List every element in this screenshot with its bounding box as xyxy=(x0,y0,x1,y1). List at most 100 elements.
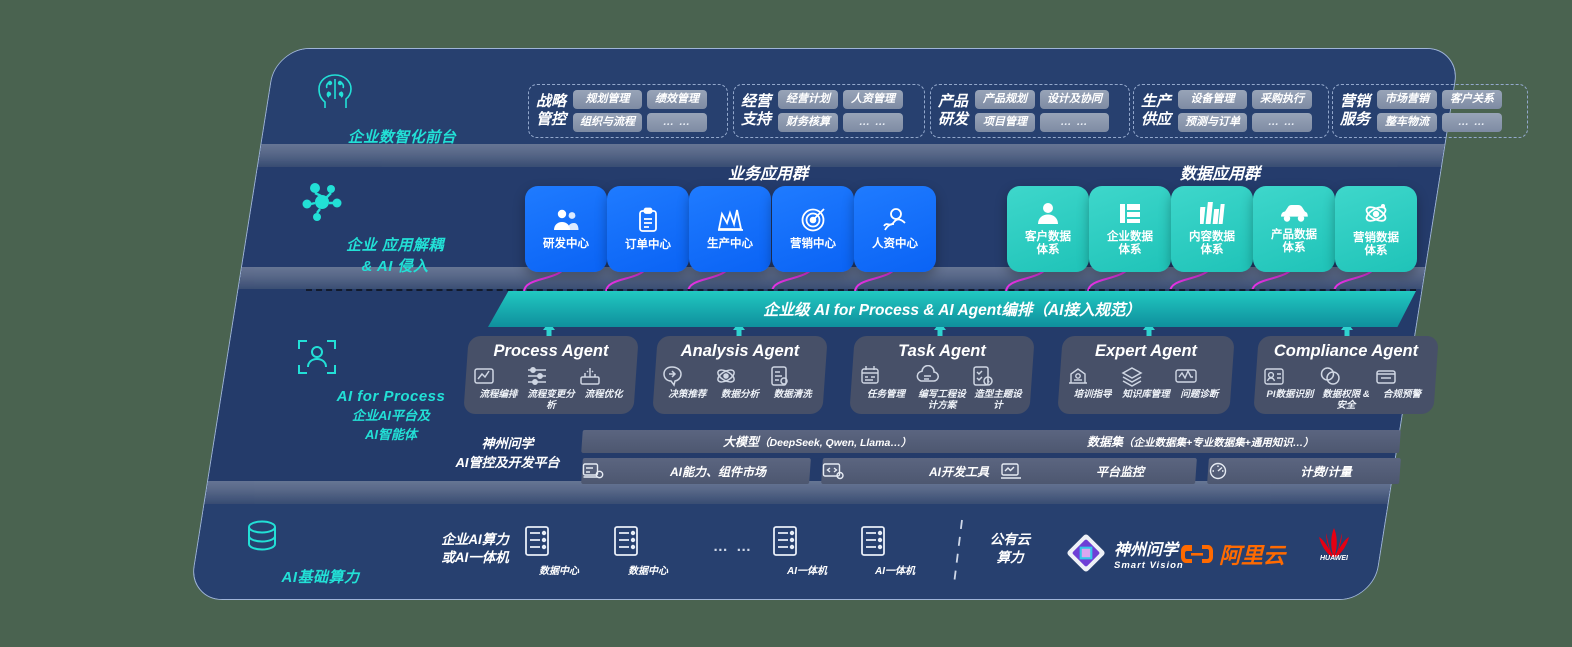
layer-label-decouple-line1: 企业 应用解耦 xyxy=(346,237,444,254)
domain-chip-more[interactable]: … … xyxy=(1040,113,1110,132)
infra-public-cloud: 公有云 算力 xyxy=(965,531,1055,567)
app-card-hr[interactable]: 人资中心 xyxy=(854,186,936,272)
domain-chip[interactable]: 整车物流 xyxy=(1377,113,1438,132)
agent-item-label: 数据清洗 xyxy=(773,389,812,400)
layers-icon xyxy=(1120,365,1173,387)
agent-item-label: 造型主题设计 xyxy=(974,389,1022,411)
platform-name-line1: 神州问学 xyxy=(481,436,534,451)
data-card-enterprise[interactable]: 企业数据 体系 xyxy=(1089,186,1171,272)
layer-label-infra-text: AI基础算力 xyxy=(281,569,360,586)
app-card-order[interactable]: 订单中心 xyxy=(607,186,689,272)
data-card-label2: 体系 xyxy=(1364,244,1388,257)
platform-dataset-sub: （企业数据集+专业数据集+通用知识…） xyxy=(1122,437,1314,449)
domain-chip[interactable]: 人资管理 xyxy=(843,90,904,109)
ai-platform-row: 神州问学 AI管控及开发平台 大模型（DeepSeek, Qwen, Llama… xyxy=(440,428,1401,490)
data-card-product[interactable]: 产品数据 体系 xyxy=(1253,186,1335,272)
person-scan-icon xyxy=(296,336,486,378)
platform-bar-monitor[interactable]: 平台监控 xyxy=(999,458,1197,484)
vendor-sub: Smart Vision xyxy=(1114,559,1184,571)
platform-bar-capability[interactable]: AI能力、组件市场 xyxy=(581,458,811,484)
domain-chip[interactable]: 预测与订单 xyxy=(1178,113,1248,132)
diagnose-icon xyxy=(1173,365,1226,387)
domain-chip[interactable]: 客户关系 xyxy=(1442,90,1503,109)
building-icon xyxy=(1118,201,1142,225)
domain-title: 营销 服务 xyxy=(1340,93,1371,128)
infra-divider xyxy=(953,519,963,585)
infra-node-datacenter-1: 数据中心 xyxy=(522,525,596,577)
app-card-marketing[interactable]: 营销中心 xyxy=(772,186,854,272)
user-icon xyxy=(1036,201,1060,225)
flow-chart-icon xyxy=(472,365,524,387)
domain-chip[interactable]: 项目管理 xyxy=(975,113,1036,132)
platform-capability-label: AI能力、组件市场 xyxy=(669,464,766,479)
app-card-label: 营销中心 xyxy=(790,238,836,250)
decision-icon xyxy=(661,365,713,387)
atom-icon xyxy=(1364,201,1389,226)
agent-item-label: 数据分析 xyxy=(720,389,759,400)
data-card-label1: 企业数据 xyxy=(1107,231,1153,243)
platform-bar-model[interactable]: 大模型（DeepSeek, Qwen, Llama…） xyxy=(581,430,1053,453)
clean-data-icon xyxy=(767,365,819,387)
domain-chip[interactable]: 组织与流程 xyxy=(573,113,643,132)
domain-chip-more[interactable]: … … xyxy=(1442,113,1503,132)
agent-card-process[interactable]: Process Agent 流程编排 流程变更分析 流程优化 xyxy=(463,336,639,414)
app-card-label: 生产中心 xyxy=(707,238,753,250)
platform-bar-dataset[interactable]: 数据集（企业数据集+专业数据集+通用知识…） xyxy=(999,430,1401,453)
domain-chip-more[interactable]: … … xyxy=(1252,113,1313,132)
infra-public-cloud-line1: 公有云 xyxy=(989,532,1031,547)
business-group-title: 业务应用群 xyxy=(728,166,809,183)
domain-chip[interactable]: 绩效管理 xyxy=(647,90,708,109)
domain-group-product-rd: 产品 研发 产品规划 设计及协同 项目管理 … … xyxy=(930,84,1130,138)
layer-label-aiprocess-line3: AI智能体 xyxy=(364,427,417,442)
agent-item-label: 知识库管理 xyxy=(1122,389,1170,400)
server-icon xyxy=(770,525,844,559)
domain-title: 经营 支持 xyxy=(741,93,772,128)
agent-card-compliance[interactable]: Compliance Agent PI数据识别 数据权限 & 安全 合规预警 xyxy=(1253,336,1439,414)
huawei-wordmark: HUAWEI xyxy=(1320,555,1349,561)
data-card-customer[interactable]: 客户数据 体系 xyxy=(1007,186,1089,272)
platform-bar-billing[interactable]: 计费/计量 xyxy=(1207,458,1401,484)
domain-chip[interactable]: 市场营销 xyxy=(1377,90,1438,109)
data-card-content[interactable]: 内容数据 体系 xyxy=(1171,186,1253,272)
agent-item-label: 编写工程设计方案 xyxy=(918,389,966,411)
platform-name-line2: AI管控及开发平台 xyxy=(455,455,560,470)
agent-item-label: 流程编排 xyxy=(479,389,518,400)
domain-chip[interactable]: 财务核算 xyxy=(778,113,839,132)
huawei-logo: HUAWEI xyxy=(1319,528,1349,561)
task-icon xyxy=(858,365,913,387)
app-card-production[interactable]: 生产中心 xyxy=(689,186,771,272)
layer-label-front: 企业数智化前台 xyxy=(312,70,492,147)
infra-node-datacenter-2: 数据中心 xyxy=(611,525,685,577)
domain-chip[interactable]: 产品规划 xyxy=(975,90,1036,109)
brain-head-icon xyxy=(312,70,492,116)
atom-analysis-icon xyxy=(714,365,766,387)
vendor-name: 神州问学 xyxy=(1114,541,1179,559)
agent-card-task[interactable]: Task Agent 任务管理 编写工程设计方案 造型主题设计 xyxy=(849,336,1035,414)
agent-card-expert[interactable]: Expert Agent 培训指导 知识库管理 问题诊断 xyxy=(1057,336,1235,414)
data-card-label2: 体系 xyxy=(1200,244,1224,256)
permission-icon xyxy=(1318,365,1373,387)
infra-node-label: 数据中心 xyxy=(628,566,668,577)
domain-chip-more[interactable]: … … xyxy=(647,113,708,132)
training-icon xyxy=(1066,365,1119,387)
domain-chip[interactable]: 设计及协同 xyxy=(1040,90,1110,109)
agent-item-label: 任务管理 xyxy=(866,389,905,400)
domain-chip[interactable]: 采购执行 xyxy=(1252,90,1313,109)
agent-item-label: 决策推荐 xyxy=(668,389,707,400)
domain-chip[interactable]: 经营计划 xyxy=(778,90,839,109)
app-card-research[interactable]: 研发中心 xyxy=(525,186,607,272)
data-card-marketing[interactable]: 营销数据 体系 xyxy=(1335,186,1417,272)
platform-bar-devtools[interactable]: AI开发工具 xyxy=(821,458,1053,484)
domain-chip-more[interactable]: … … xyxy=(843,113,904,132)
platform-dataset-main: 数据集 xyxy=(1086,435,1123,449)
domain-group-production: 生产 供应 设备管理 采购执行 预测与订单 … … xyxy=(1133,84,1329,138)
agent-card-analysis[interactable]: Analysis Agent 决策推荐 数据分析 数据清洗 xyxy=(652,336,828,414)
layer-label-infra: AI基础算力 xyxy=(243,518,398,587)
layer-label-front-text: 企业数智化前台 xyxy=(347,129,457,146)
agent-title: Process Agent xyxy=(493,342,609,360)
vendor-smartvision: 神州问学 Smart Vision xyxy=(1065,532,1184,574)
design-check-icon xyxy=(970,365,1025,387)
domain-chip[interactable]: 设备管理 xyxy=(1178,90,1248,109)
domain-chip[interactable]: 规划管理 xyxy=(573,90,643,109)
agent-item-label: 流程变更分析 xyxy=(527,389,575,411)
